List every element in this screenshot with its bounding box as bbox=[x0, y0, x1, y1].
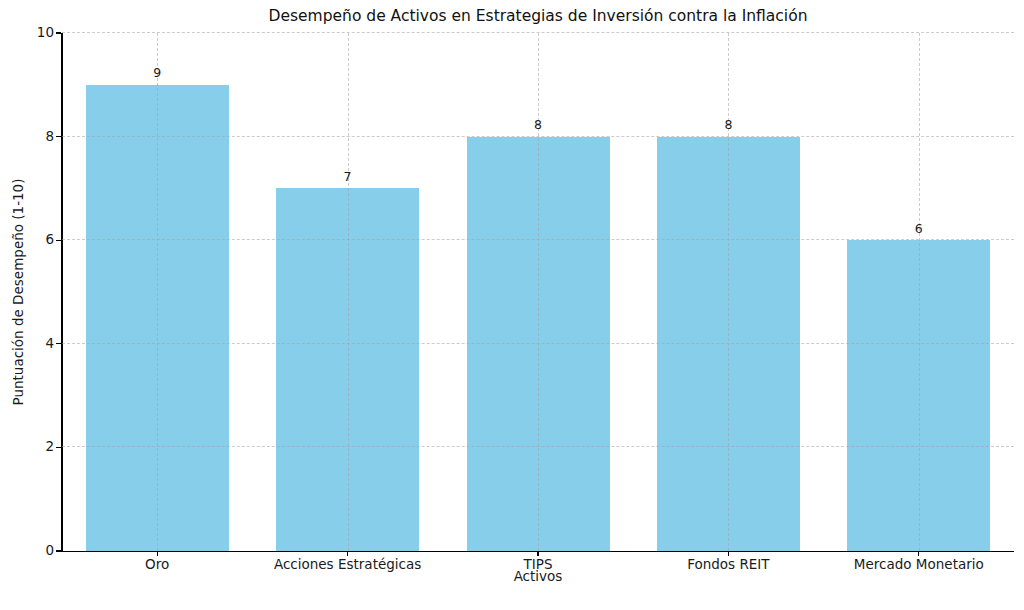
y-tick-mark bbox=[56, 240, 61, 241]
x-tick-label: Oro bbox=[145, 556, 169, 572]
x-tick-label: Acciones Estratégicas bbox=[274, 556, 421, 572]
vertical-gridline bbox=[919, 33, 920, 551]
y-tick-mark bbox=[56, 343, 61, 344]
plot-area: 9 7 8 8 6 bbox=[62, 33, 1014, 551]
y-tick-mark bbox=[56, 447, 61, 448]
vertical-gridline bbox=[538, 33, 539, 551]
y-tick-label: 8 bbox=[14, 130, 54, 144]
y-tick-mark bbox=[56, 136, 61, 137]
y-axis-spine bbox=[61, 33, 63, 552]
bar-value-label: 8 bbox=[724, 119, 732, 132]
y-tick-label: 4 bbox=[14, 337, 54, 351]
y-tick-mark bbox=[56, 550, 61, 551]
chart-title: Desempeño de Activos en Estrategias de I… bbox=[62, 7, 1014, 25]
y-tick-label: 2 bbox=[14, 441, 54, 455]
vertical-gridline bbox=[728, 33, 729, 551]
bar-value-label: 9 bbox=[153, 67, 161, 80]
bar-value-label: 7 bbox=[344, 171, 352, 184]
y-tick-label: 10 bbox=[14, 26, 54, 40]
vertical-gridline bbox=[157, 33, 158, 551]
y-tick-mark bbox=[56, 32, 61, 33]
y-tick-label: 6 bbox=[14, 233, 54, 247]
x-tick-label: TIPS bbox=[524, 556, 553, 572]
x-tick-label: Mercado Monetario bbox=[854, 556, 984, 572]
vertical-gridline bbox=[348, 33, 349, 551]
y-axis-label: Puntuación de Desempeño (1-10) bbox=[10, 152, 26, 432]
x-tick-label: Fondos REIT bbox=[687, 556, 769, 572]
bar-value-label: 8 bbox=[534, 119, 542, 132]
y-tick-label: 0 bbox=[14, 544, 54, 558]
bar-chart-figure: Desempeño de Activos en Estrategias de I… bbox=[0, 0, 1024, 610]
bar-value-label: 6 bbox=[915, 223, 923, 236]
